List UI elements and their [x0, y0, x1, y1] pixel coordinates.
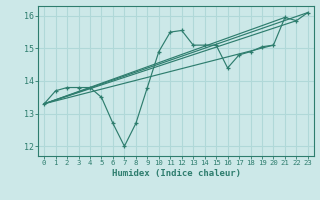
X-axis label: Humidex (Indice chaleur): Humidex (Indice chaleur): [111, 169, 241, 178]
